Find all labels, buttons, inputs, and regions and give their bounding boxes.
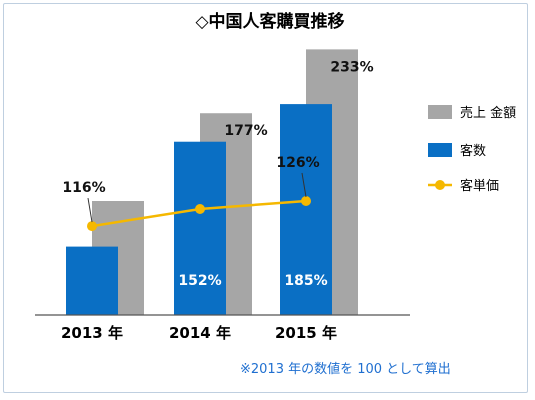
label-visitors-1: 152%	[178, 273, 221, 289]
label-visitors-2: 185%	[284, 273, 327, 289]
legend-swatch-2-marker	[435, 180, 445, 190]
x-tick-label-2: 2015 年	[275, 324, 337, 342]
bar-visitors-1	[174, 141, 226, 315]
footnote: ※2013 年の数値を 100 として算出	[240, 362, 451, 377]
legend-label-0: 売上 金額	[460, 105, 516, 121]
legend-label-1: 客数	[460, 143, 486, 159]
point-spend-0	[87, 221, 97, 232]
bar-visitors-2	[280, 104, 332, 315]
bar-visitors-0	[66, 246, 118, 315]
x-tick-label-0: 2013 年	[61, 324, 123, 342]
point-spend-2	[301, 196, 311, 206]
legend-swatch-1	[428, 143, 452, 157]
legend-swatch-0	[428, 105, 452, 119]
x-tick-label-1: 2014 年	[169, 324, 231, 342]
chart-frame	[3, 3, 528, 393]
chart-title: ◇中国人客購買推移	[195, 11, 344, 32]
legend-label-2: 客単価	[460, 178, 499, 194]
leader-spend-0	[87, 197, 93, 223]
leader-spend-2	[301, 172, 307, 198]
point-spend-1	[195, 203, 205, 214]
label-revenue-1: 177%	[224, 123, 267, 139]
label-revenue-2: 233%	[330, 59, 373, 75]
label-spend-2: 126%	[276, 155, 319, 171]
label-spend-0: 116%	[62, 180, 105, 196]
